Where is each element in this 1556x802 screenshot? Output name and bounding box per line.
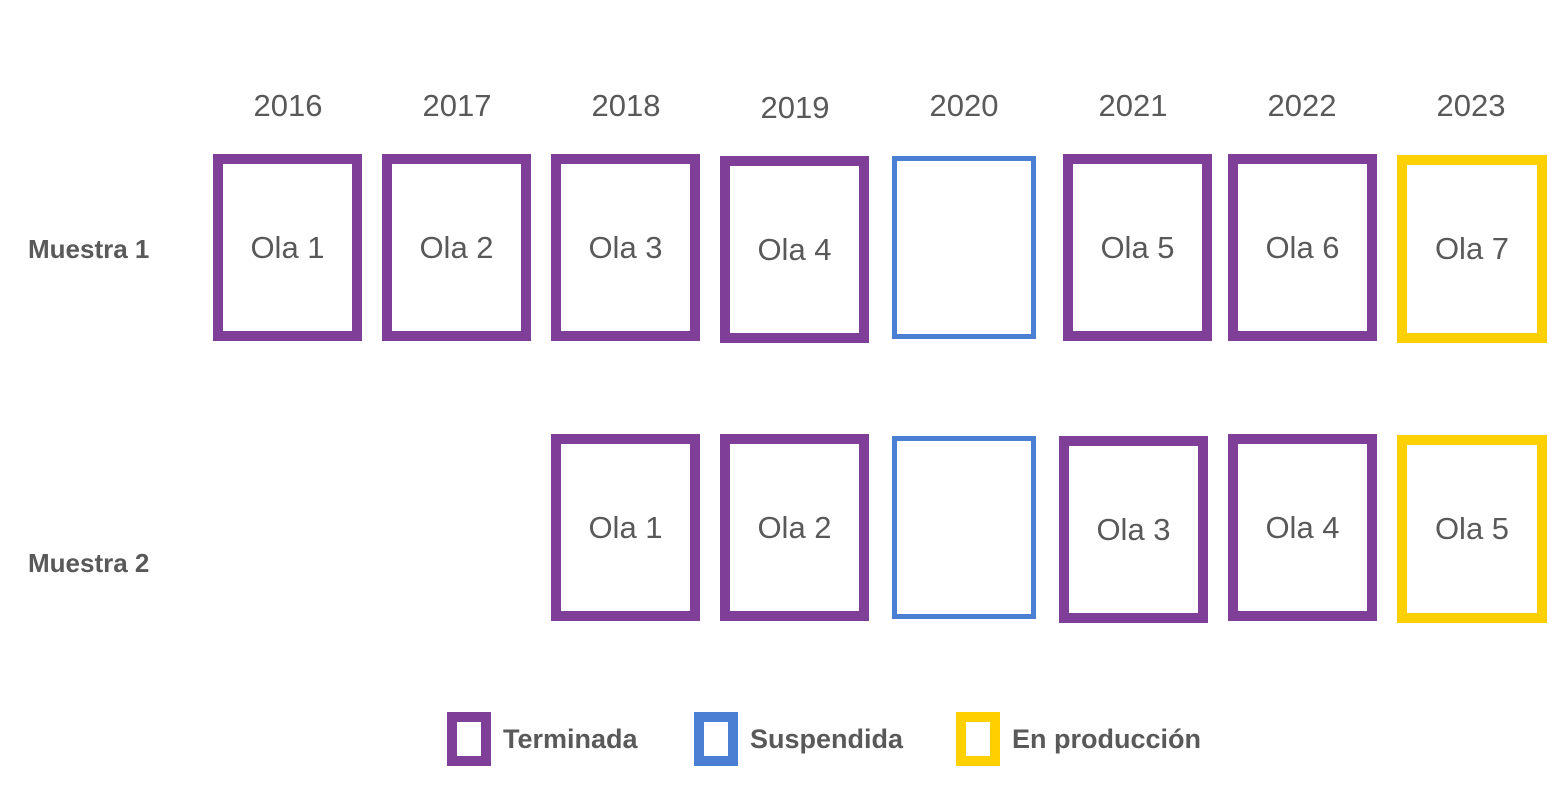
wave-box-muestra1-2023: Ola 7: [1397, 155, 1547, 343]
year-header-2023: 2023: [1436, 88, 1506, 123]
wave-label: Ola 5: [1100, 229, 1175, 265]
year-header-2017: 2017: [422, 88, 492, 123]
legend-item-produccion: En producción: [956, 712, 1201, 766]
wave-label: Ola 5: [1434, 511, 1510, 546]
year-header-2018: 2018: [591, 88, 661, 123]
wave-label: Ola 1: [250, 229, 325, 265]
wave-label: Ola 3: [1096, 511, 1171, 547]
wave-label: Ola 7: [1434, 231, 1510, 266]
wave-box-muestra1-2018: Ola 3: [551, 154, 700, 341]
wave-label: Ola 2: [419, 229, 494, 265]
wave-label: Ola 1: [588, 509, 663, 545]
legend-swatch-suspendida: [694, 712, 738, 766]
wave-box-muestra1-2019: Ola 4: [720, 156, 869, 343]
legend-swatch-terminada: [447, 712, 491, 766]
wave-box-muestra1-2021: Ola 5: [1063, 154, 1212, 341]
wave-box-muestra2-2021: Ola 3: [1059, 436, 1208, 623]
legend-swatch-produccion: [956, 712, 1000, 766]
wave-label: Ola 4: [757, 231, 832, 267]
wave-label: Ola 4: [1265, 509, 1340, 545]
wave-box-muestra2-2020: [892, 436, 1036, 619]
wave-box-muestra1-2017: Ola 2: [382, 154, 531, 341]
legend-label-suspendida: Suspendida: [750, 723, 904, 754]
legend-item-suspendida: Suspendida: [694, 712, 903, 766]
legend-item-terminada: Terminada: [447, 712, 638, 766]
wave-label: Ola 6: [1265, 229, 1340, 265]
year-header-2020: 2020: [929, 88, 999, 123]
wave-box-muestra1-2016: Ola 1: [213, 154, 362, 341]
wave-box-muestra2-2019: Ola 2: [720, 434, 869, 621]
year-header-2021: 2021: [1098, 88, 1168, 123]
legend-label-produccion: En producción: [1012, 723, 1201, 754]
wave-label: Ola 2: [757, 509, 832, 545]
row-label-muestra-2: Muestra 2: [28, 548, 150, 578]
year-header-2022: 2022: [1267, 88, 1337, 123]
row-label-muestra-1: Muestra 1: [28, 234, 150, 264]
wave-box-muestra2-2022: Ola 4: [1228, 434, 1377, 621]
year-header-2016: 2016: [253, 88, 323, 123]
wave-box-muestra1-2020: [892, 156, 1036, 339]
wave-box-muestra2-2023: Ola 5: [1397, 435, 1547, 623]
year-header-2019: 2019: [760, 90, 830, 125]
wave-box-muestra1-2022: Ola 6: [1228, 154, 1377, 341]
wave-label: Ola 3: [588, 229, 663, 265]
legend-label-terminada: Terminada: [503, 723, 638, 754]
wave-box-muestra2-2018: Ola 1: [551, 434, 700, 621]
